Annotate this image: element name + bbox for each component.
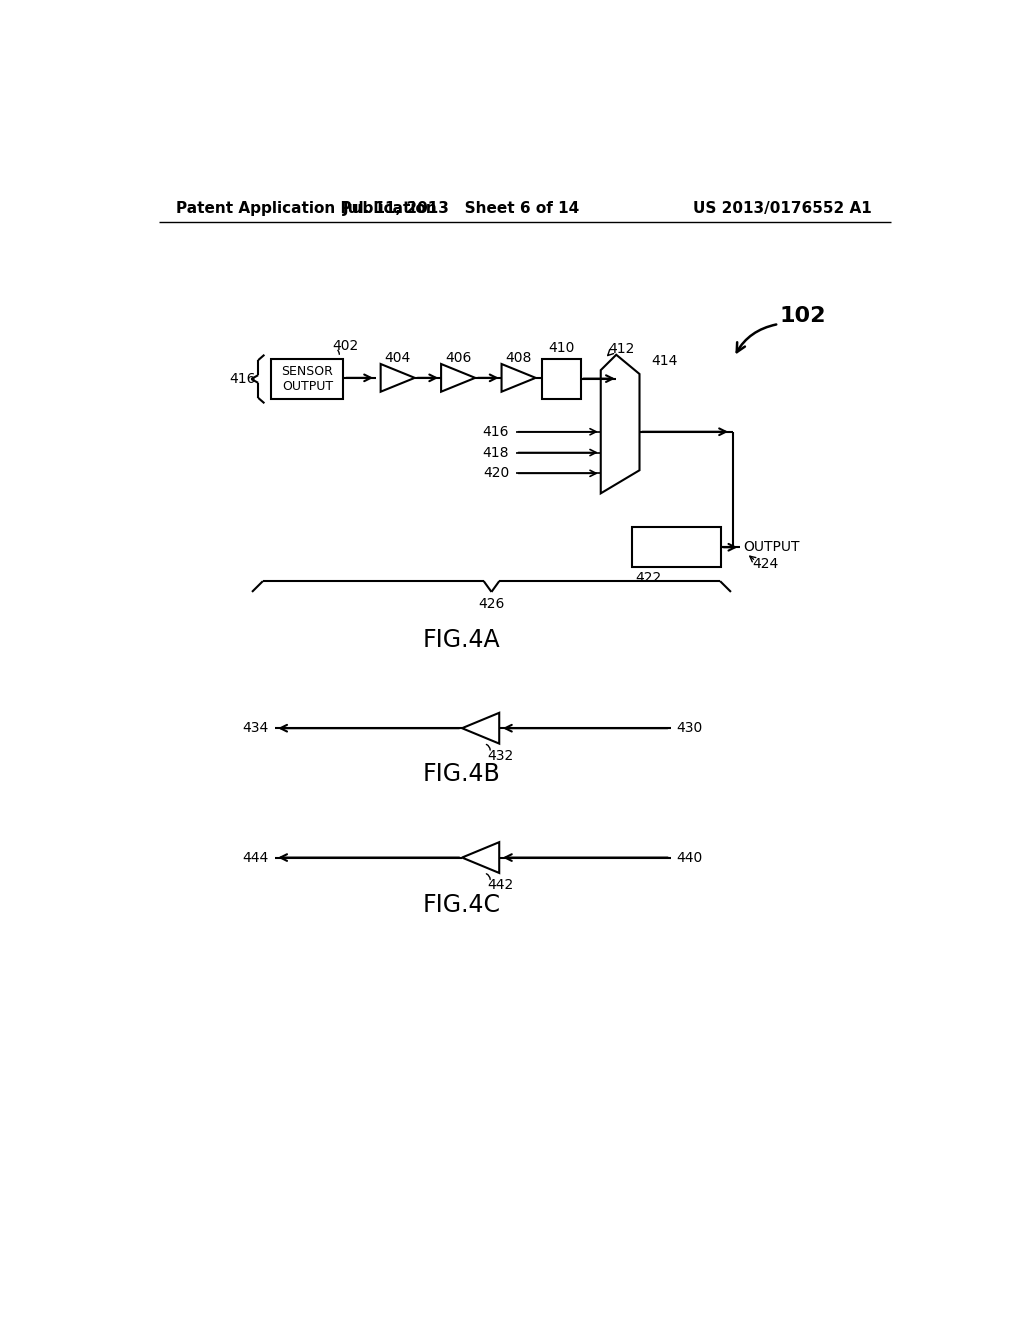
Text: FIG.4B: FIG.4B bbox=[422, 763, 500, 787]
Text: 426: 426 bbox=[478, 597, 505, 611]
Text: 404: 404 bbox=[385, 351, 411, 364]
Text: 424: 424 bbox=[752, 557, 778, 572]
Text: 408: 408 bbox=[506, 351, 531, 364]
Text: Patent Application Publication: Patent Application Publication bbox=[176, 201, 437, 216]
Text: 418: 418 bbox=[482, 446, 509, 459]
Text: OUTPUT: OUTPUT bbox=[743, 540, 800, 554]
Text: 412: 412 bbox=[608, 342, 635, 356]
Text: 416: 416 bbox=[229, 372, 256, 385]
Text: 440: 440 bbox=[677, 850, 702, 865]
Text: 416: 416 bbox=[482, 425, 509, 438]
Text: 414: 414 bbox=[651, 354, 678, 368]
Text: 444: 444 bbox=[243, 850, 269, 865]
Text: 420: 420 bbox=[483, 466, 509, 480]
Text: 422: 422 bbox=[636, 572, 662, 585]
Text: 430: 430 bbox=[677, 721, 702, 735]
Text: Jul. 11, 2013   Sheet 6 of 14: Jul. 11, 2013 Sheet 6 of 14 bbox=[343, 201, 580, 216]
Text: 406: 406 bbox=[445, 351, 471, 364]
Text: US 2013/0176552 A1: US 2013/0176552 A1 bbox=[693, 201, 872, 216]
Bar bbox=[632, 527, 721, 568]
Text: 434: 434 bbox=[243, 721, 269, 735]
Bar bbox=[271, 359, 343, 399]
Text: FIG.4A: FIG.4A bbox=[423, 627, 500, 652]
Text: FIG.4C: FIG.4C bbox=[422, 894, 501, 917]
Text: 410: 410 bbox=[548, 341, 574, 355]
Text: SENSOR
OUTPUT: SENSOR OUTPUT bbox=[282, 364, 334, 392]
Text: 402: 402 bbox=[332, 338, 358, 352]
Text: 442: 442 bbox=[486, 878, 513, 892]
Text: 102: 102 bbox=[779, 306, 825, 326]
Bar bbox=[542, 359, 581, 399]
Text: 432: 432 bbox=[486, 748, 513, 763]
